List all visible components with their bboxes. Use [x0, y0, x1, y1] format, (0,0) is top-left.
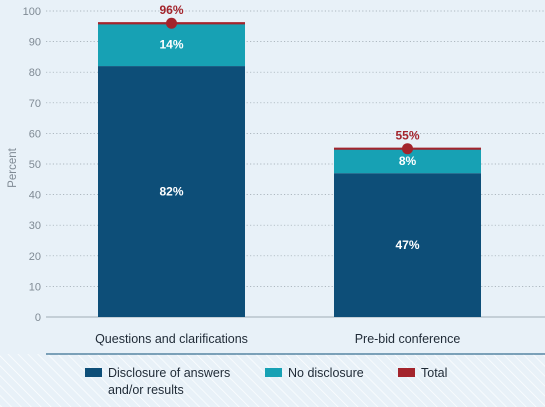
data-label-total: 96%: [159, 3, 183, 17]
bar-no-disclosure: [98, 23, 245, 67]
y-tick-label: 100: [23, 6, 41, 18]
legend-swatch: [398, 368, 415, 377]
data-label-total: 55%: [395, 129, 419, 143]
legend-label: Disclosure of answers: [108, 366, 230, 380]
total-marker: [402, 143, 413, 155]
background-hatch: [0, 354, 545, 407]
x-category-label: Pre-bid conference: [355, 332, 461, 346]
y-tick-label: 20: [29, 251, 41, 263]
total-marker: [166, 17, 177, 29]
y-tick-label: 0: [35, 312, 41, 324]
data-label-disclosure: 82%: [159, 185, 183, 199]
data-label-disclosure: 47%: [395, 238, 419, 252]
data-label-no-disclosure: 8%: [399, 154, 417, 168]
data-label-no-disclosure: 14%: [159, 38, 183, 52]
y-tick-label: 30: [29, 220, 41, 232]
legend-label: and/or results: [108, 383, 184, 397]
bar-disclosure: [334, 173, 481, 317]
y-axis-title: Percent: [7, 147, 19, 187]
legend-label: No disclosure: [288, 366, 364, 380]
bar-disclosure: [98, 66, 245, 317]
y-tick-label: 50: [29, 159, 41, 171]
y-tick-label: 70: [29, 98, 41, 110]
x-category-label: Questions and clarifications: [95, 332, 248, 346]
y-tick-label: 80: [29, 67, 41, 79]
y-tick-label: 40: [29, 190, 41, 202]
legend-swatch: [265, 368, 282, 377]
y-tick-label: 10: [29, 281, 41, 293]
legend-swatch: [85, 368, 102, 377]
y-tick-label: 60: [29, 128, 41, 140]
legend-label: Total: [421, 366, 447, 380]
y-tick-label: 90: [29, 37, 41, 49]
